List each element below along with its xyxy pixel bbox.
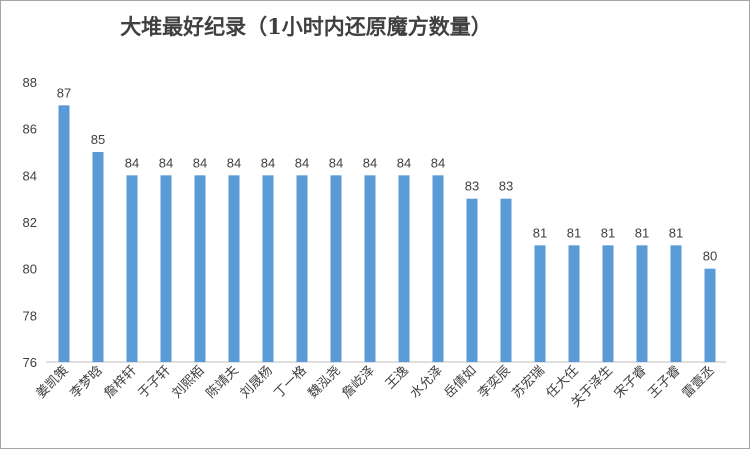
bar <box>160 175 172 362</box>
bar <box>432 175 444 362</box>
data-label: 83 <box>499 179 513 194</box>
x-tick-label: 刘晟杨 <box>238 363 276 401</box>
x-tick-label: 李奕辰 <box>475 363 514 402</box>
data-label: 84 <box>125 155 139 170</box>
bar <box>228 175 240 362</box>
x-tick-label: 魏泓尧 <box>306 363 344 401</box>
bar <box>296 175 308 362</box>
data-label: 81 <box>635 225 649 240</box>
data-label: 84 <box>363 155 377 170</box>
x-tick-label: 岳倩如 <box>441 363 480 402</box>
x-tick-label: 王子睿 <box>646 363 684 401</box>
bar <box>466 198 478 362</box>
x-tick-label: 苏宏瑞 <box>509 363 548 402</box>
data-label: 80 <box>703 249 717 264</box>
x-tick-label: 雷壹丞 <box>680 363 718 401</box>
bar <box>92 152 104 362</box>
x-tick-label: 姜凯策 <box>33 363 72 402</box>
bar <box>262 175 274 362</box>
data-label: 83 <box>465 179 479 194</box>
x-tick-label: 王逸 <box>383 363 412 392</box>
bar <box>194 175 206 362</box>
data-label: 84 <box>295 155 309 170</box>
data-label: 84 <box>397 155 411 170</box>
bar <box>602 245 614 362</box>
y-tick-label: 88 <box>23 75 37 90</box>
bar <box>534 245 546 362</box>
bar <box>704 268 716 362</box>
x-tick-label: 李梦晗 <box>67 363 106 402</box>
bar <box>398 175 410 362</box>
bars <box>58 105 716 362</box>
x-tick-label: 詹屹泽 <box>340 363 378 401</box>
data-label: 84 <box>193 155 207 170</box>
x-tick-label: 水允泽 <box>407 363 446 402</box>
bar <box>670 245 682 362</box>
y-tick-label: 82 <box>23 215 37 230</box>
data-labels: 87 85 84 84 84 84 84 84 84 84 84 84 83 83 81 81 81 81 81 80 <box>57 85 717 263</box>
x-tick-label: 詹梓轩 <box>102 363 140 401</box>
x-tick-label: 宋子睿 <box>612 363 650 401</box>
bar <box>500 198 512 362</box>
y-axis-ticks: 76 78 80 82 84 86 88 <box>23 75 37 370</box>
data-label: 84 <box>431 155 445 170</box>
data-label: 84 <box>261 155 275 170</box>
x-tick-label: 于子轩 <box>136 363 174 401</box>
y-tick-label: 84 <box>23 168 37 183</box>
data-label: 84 <box>159 155 173 170</box>
data-label: 85 <box>91 132 105 147</box>
y-tick-label: 86 <box>23 122 37 137</box>
bar <box>58 105 70 362</box>
x-tick-label: 丁一格 <box>271 363 310 402</box>
x-tick-label: 陈靖夫 <box>203 363 242 402</box>
bar <box>636 245 648 362</box>
data-label: 81 <box>533 225 547 240</box>
bar <box>568 245 580 362</box>
y-tick-label: 76 <box>23 355 37 370</box>
bar <box>126 175 138 362</box>
data-label: 84 <box>329 155 343 170</box>
data-label: 81 <box>601 225 615 240</box>
data-label: 87 <box>57 85 71 100</box>
x-tick-label: 刘熙栢 <box>170 363 208 401</box>
data-label: 84 <box>227 155 241 170</box>
y-tick-label: 80 <box>23 262 37 277</box>
data-label: 81 <box>567 225 581 240</box>
bar <box>330 175 342 362</box>
chart-title: 大堆最好纪录（1小时内还原魔方数量） <box>120 14 492 39</box>
bar <box>364 175 376 362</box>
data-label: 81 <box>669 225 683 240</box>
y-tick-label: 78 <box>23 308 37 323</box>
